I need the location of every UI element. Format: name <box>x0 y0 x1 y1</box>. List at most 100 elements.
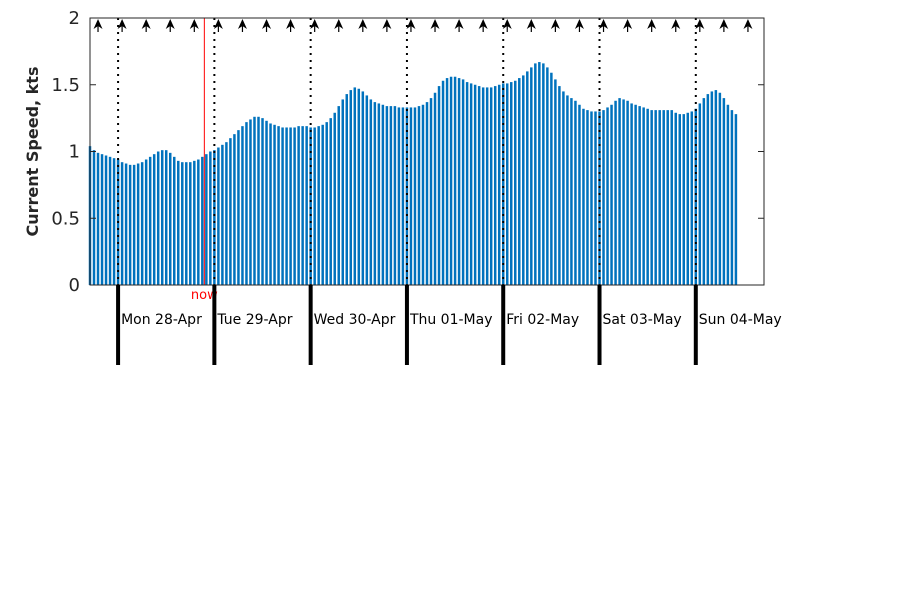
speed-bar <box>353 87 357 285</box>
speed-bar <box>722 98 726 285</box>
speed-bar <box>598 111 601 285</box>
north-arrow-icon <box>117 19 127 29</box>
speed-bar <box>249 119 252 286</box>
day-label: Sun 04-May <box>699 312 782 328</box>
speed-bar <box>325 122 328 285</box>
north-arrow-icon <box>502 19 512 29</box>
speed-bar <box>522 75 525 285</box>
speed-bar <box>718 92 722 285</box>
speed-bar <box>305 126 308 285</box>
speed-bar <box>550 72 553 285</box>
speed-bar <box>329 118 332 286</box>
north-arrow-icon <box>286 19 296 29</box>
speed-bar <box>493 86 497 285</box>
north-arrow-icon <box>647 19 657 29</box>
speed-bar <box>297 126 300 285</box>
north-arrow-icon <box>574 19 584 29</box>
north-arrow-icon <box>671 19 681 29</box>
speed-bar <box>233 134 236 285</box>
speed-bar <box>429 98 433 285</box>
speed-bar <box>193 160 196 285</box>
speed-bar <box>698 103 702 285</box>
speed-bar <box>678 114 681 286</box>
speed-bar <box>197 159 200 285</box>
speed-bar <box>566 95 569 286</box>
speed-bar <box>674 112 677 285</box>
speed-bar <box>128 164 132 285</box>
speed-bar <box>586 110 589 285</box>
speed-bar <box>257 116 260 285</box>
north-arrow-icon <box>165 19 175 29</box>
north-arrow-icon <box>743 19 753 29</box>
speed-bar <box>185 162 188 285</box>
speed-bar <box>590 111 593 285</box>
speed-bar <box>546 67 549 286</box>
north-arrow-icon <box>189 19 199 29</box>
y-tick-label: 1.5 <box>51 75 80 96</box>
y-tick-label: 0 <box>69 275 80 296</box>
bars-group <box>88 62 738 286</box>
speed-bar <box>469 83 473 285</box>
speed-bar <box>457 78 461 285</box>
speed-bar <box>634 104 637 286</box>
speed-bar <box>136 163 140 285</box>
day-divider-bars <box>116 285 698 365</box>
speed-bar <box>112 158 116 285</box>
speed-bar <box>273 124 276 285</box>
speed-bar <box>281 127 284 285</box>
now-marker-group: now <box>191 18 218 303</box>
speed-bar <box>654 110 657 285</box>
speed-bar <box>501 83 505 285</box>
speed-bar <box>269 123 272 285</box>
speed-bar <box>505 83 509 285</box>
y-tick-label: 2 <box>69 8 80 29</box>
speed-bar <box>92 150 96 285</box>
speed-bar <box>526 71 529 286</box>
speed-bar <box>726 104 730 286</box>
speed-bar <box>261 118 264 286</box>
speed-bar <box>104 155 108 285</box>
y-axis-ticks: 0 0.5 1 1.5 2 <box>51 8 764 296</box>
speed-bar <box>413 107 417 285</box>
speed-bar <box>602 110 605 285</box>
speed-bar <box>124 163 128 285</box>
speed-bar <box>518 78 521 285</box>
speed-bar <box>164 150 168 285</box>
y-tick-label: 1 <box>69 142 80 163</box>
speed-bar <box>710 91 714 286</box>
speed-bar <box>614 100 617 286</box>
speed-bar <box>542 63 545 285</box>
day-label: Wed 30-Apr <box>314 312 396 328</box>
speed-bar <box>489 87 493 285</box>
speed-bar <box>209 151 212 285</box>
speed-bar <box>361 91 365 286</box>
speed-bar <box>373 102 377 285</box>
speed-bar <box>662 110 665 285</box>
speed-bar <box>714 90 718 285</box>
speed-bar <box>140 162 144 285</box>
speed-bar <box>333 112 336 285</box>
north-arrow-icon <box>141 19 151 29</box>
speed-bar <box>156 151 160 285</box>
day-label: Tue 29-Apr <box>216 312 292 328</box>
speed-bar <box>421 104 425 286</box>
speed-bar <box>417 106 421 285</box>
speed-bar <box>177 160 180 285</box>
speed-bar <box>253 116 256 285</box>
speed-bar <box>530 67 533 286</box>
north-arrow-icon <box>334 19 344 29</box>
speed-bar <box>646 108 649 285</box>
speed-bar <box>401 107 405 285</box>
speed-bar <box>365 95 369 286</box>
speed-bar <box>690 111 694 285</box>
speed-bar <box>393 106 397 285</box>
speed-bar <box>666 110 669 285</box>
speed-bar <box>317 126 320 285</box>
speed-bar <box>437 86 441 285</box>
speed-bar <box>473 84 477 285</box>
speed-bar <box>277 126 280 285</box>
north-arrow-icon <box>262 19 272 29</box>
speed-bar <box>377 103 381 285</box>
y-axis-label: Current Speed, kts <box>23 67 42 237</box>
